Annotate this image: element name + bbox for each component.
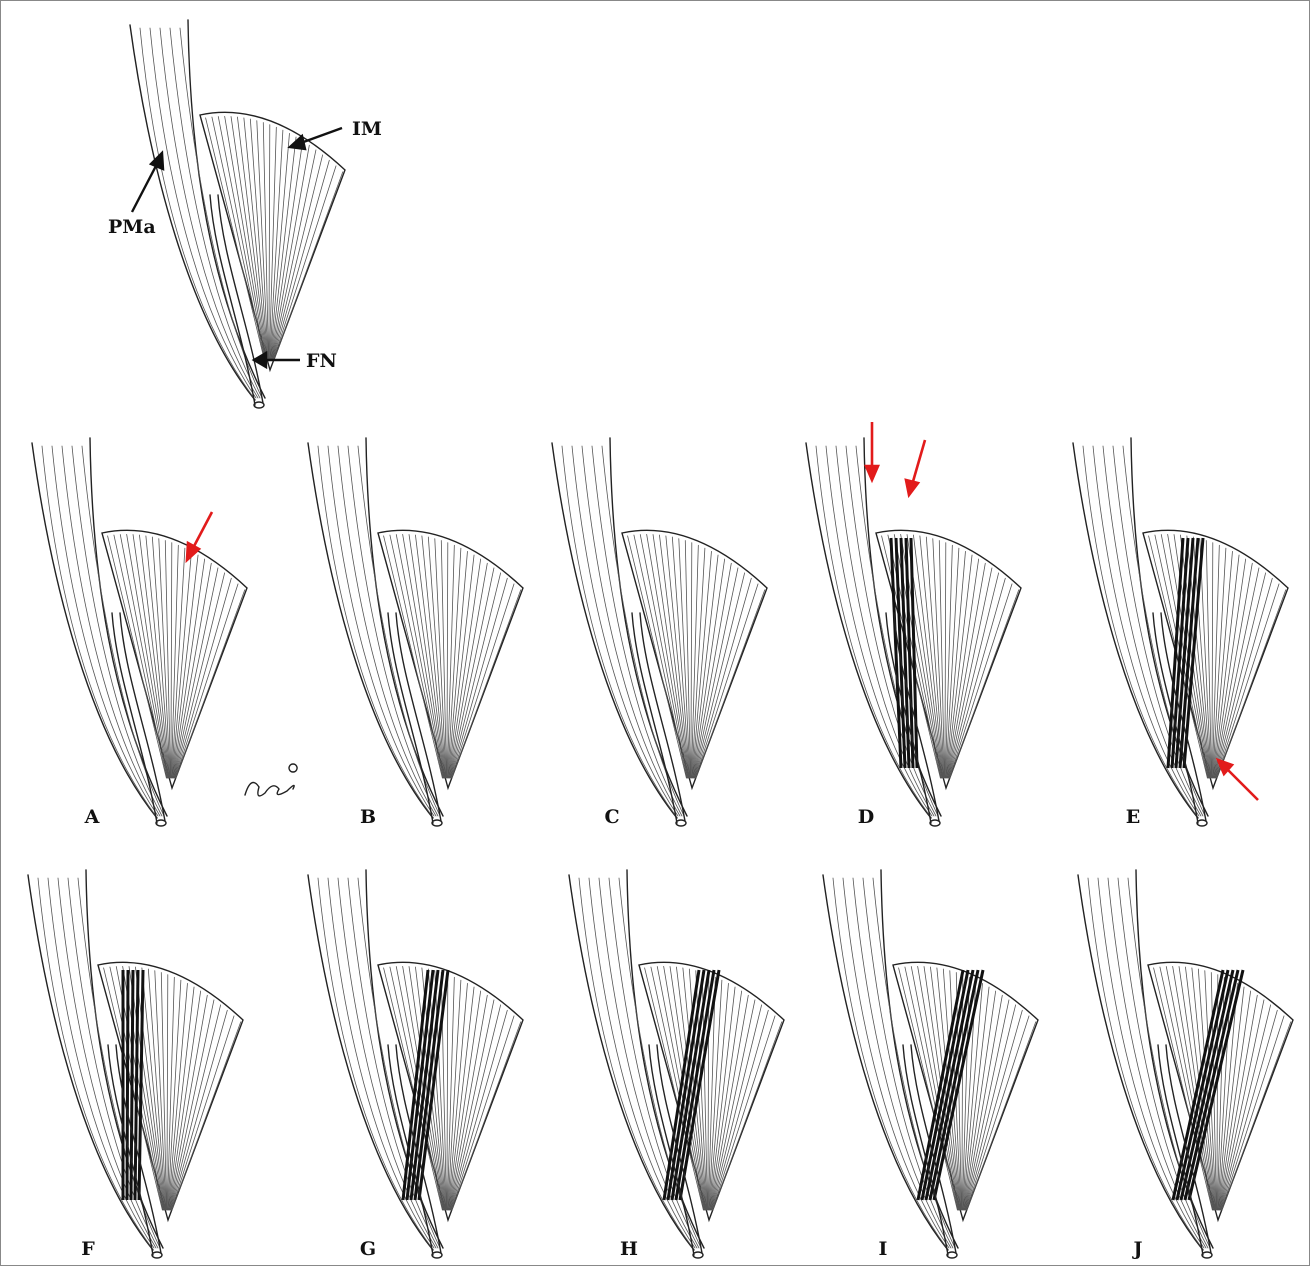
panel-label: B: [360, 806, 376, 828]
panel-label: I: [879, 1238, 888, 1260]
label-fn: FN: [306, 350, 337, 372]
bundle: [127, 970, 128, 1200]
panel-label: A: [84, 806, 100, 828]
figure: IM PMa FN A B C D E F G H I J: [0, 0, 1310, 1266]
panel-label: G: [360, 1238, 376, 1260]
panel-label: J: [1132, 1238, 1143, 1260]
panel-label: H: [620, 1238, 638, 1260]
label-im: IM: [352, 118, 382, 140]
panel-label: D: [858, 806, 874, 828]
label-pma: PMa: [108, 216, 156, 238]
panel-label: C: [604, 806, 619, 828]
panel-label: E: [1126, 806, 1140, 828]
panel-label: F: [81, 1238, 95, 1260]
